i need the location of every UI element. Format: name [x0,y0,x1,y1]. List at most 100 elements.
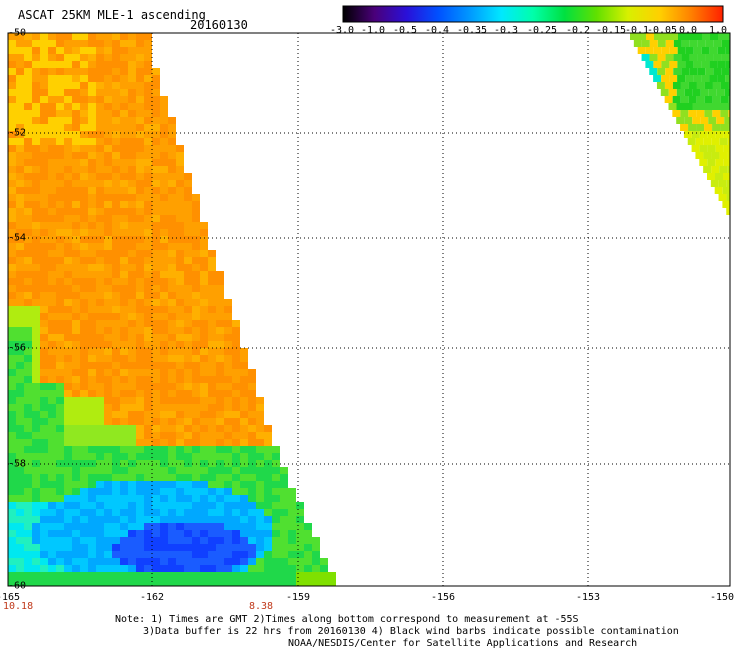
mle-cell [702,33,710,40]
mle-cell [72,418,80,425]
mle-cell [32,152,40,159]
mle-cell [144,89,152,96]
mle-cell [40,313,48,320]
mle-cell [120,180,128,187]
mle-cell [665,40,674,47]
mle-cell [112,215,120,222]
mle-cell [96,292,104,299]
mle-cell [128,411,136,418]
mle-cell [144,250,152,257]
mle-cell [176,278,184,285]
mle-cell [8,292,16,299]
mle-cell [8,488,16,495]
mle-cell [48,103,56,110]
mle-cell [104,390,112,397]
mle-cell [248,495,256,502]
mle-cell [64,481,72,488]
mle-cell [40,509,48,516]
mle-cell [232,439,240,446]
mle-cell [120,103,128,110]
mle-cell [184,572,192,586]
mle-cell [24,369,32,376]
mle-cell [152,82,160,89]
mle-cell [8,502,16,509]
mle-cell [144,334,152,341]
mle-cell [717,61,726,68]
mle-cell [32,285,40,292]
mle-cell [168,544,176,551]
mle-cell [24,222,32,229]
mle-cell [80,110,88,117]
mle-cell [112,173,120,180]
mle-cell [56,250,64,257]
mle-cell [264,516,272,523]
mle-cell [232,397,240,404]
mle-cell [8,229,16,236]
mle-cell [192,565,200,572]
mle-cell [72,320,80,327]
mle-cell [48,320,56,327]
mle-cell [16,509,24,516]
mle-cell [176,551,184,558]
mle-cell [152,201,160,208]
mle-cell [56,481,64,488]
mle-cell [152,103,160,110]
mle-cell [120,33,128,40]
mle-cell [80,355,88,362]
mle-cell [240,516,248,523]
mle-cell [88,61,96,68]
mle-cell [160,257,168,264]
mle-cell [208,299,216,306]
mle-cell [56,180,64,187]
mle-cell [56,341,64,348]
mle-cell [72,40,80,47]
mle-cell [72,89,80,96]
mle-cell [8,159,16,166]
mle-cell [272,481,280,488]
mle-cell [296,558,304,565]
mle-cell [272,474,280,481]
mle-cell [136,411,144,418]
mle-cell [264,453,272,460]
mle-cell [128,390,136,397]
mle-cell [88,453,96,460]
mle-cell [40,397,48,404]
mle-cell [216,446,224,453]
mle-cell [312,565,320,572]
mle-cell [112,257,120,264]
mle-cell [120,222,128,229]
mle-cell [32,418,40,425]
mle-cell [144,215,152,222]
mle-cell [128,551,136,558]
mle-cell [48,243,56,250]
mle-cell [80,194,88,201]
mle-cell [240,558,248,565]
mle-cell [144,544,152,551]
mle-cell [120,54,128,61]
mle-cell [192,341,200,348]
mle-cell [184,341,192,348]
mle-cell [24,404,32,411]
mle-cell [136,530,144,537]
mle-cell [40,208,48,215]
mle-cell [48,502,56,509]
mle-cell [184,285,192,292]
mle-cell [88,411,96,418]
mle-cell [32,544,40,551]
mle-cell [681,40,690,47]
mle-cell [136,383,144,390]
mle-cell [32,187,40,194]
mle-cell [16,96,24,103]
mle-cell [700,117,709,124]
mle-cell [216,474,224,481]
mle-cell [32,551,40,558]
mle-cell [168,411,176,418]
mle-cell [88,236,96,243]
mle-cell [136,54,144,61]
mle-cell [80,432,88,439]
mle-cell [112,159,120,166]
mle-cell [168,222,176,229]
mle-cell [136,138,144,145]
mle-cell [709,47,718,54]
mle-cell [40,201,48,208]
